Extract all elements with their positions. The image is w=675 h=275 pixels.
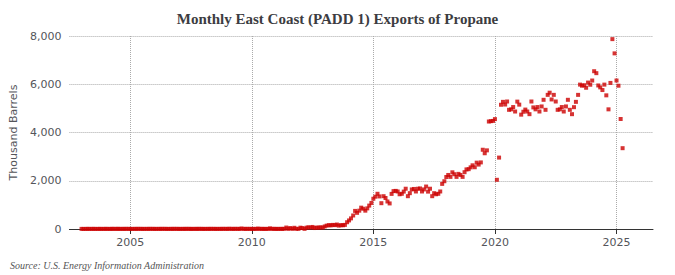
- svg-text:2005: 2005: [116, 236, 144, 249]
- svg-text:2,000: 2,000: [30, 174, 62, 187]
- svg-text:4,000: 4,000: [30, 126, 62, 139]
- svg-text:2025: 2025: [603, 236, 631, 249]
- svg-text:2010: 2010: [238, 236, 266, 249]
- svg-text:8,000: 8,000: [30, 30, 62, 43]
- svg-text:2015: 2015: [359, 236, 387, 249]
- svg-text:Monthly East Coast (PADD 1) Ex: Monthly East Coast (PADD 1) Exports of P…: [177, 11, 499, 28]
- svg-text:Thousand Barrels: Thousand Barrels: [7, 84, 20, 181]
- svg-text:2020: 2020: [481, 236, 509, 249]
- svg-text:Source: U.S. Energy Informatio: Source: U.S. Energy Information Administ…: [10, 260, 204, 271]
- svg-text:6,000: 6,000: [30, 78, 62, 91]
- svg-text:0: 0: [54, 223, 61, 236]
